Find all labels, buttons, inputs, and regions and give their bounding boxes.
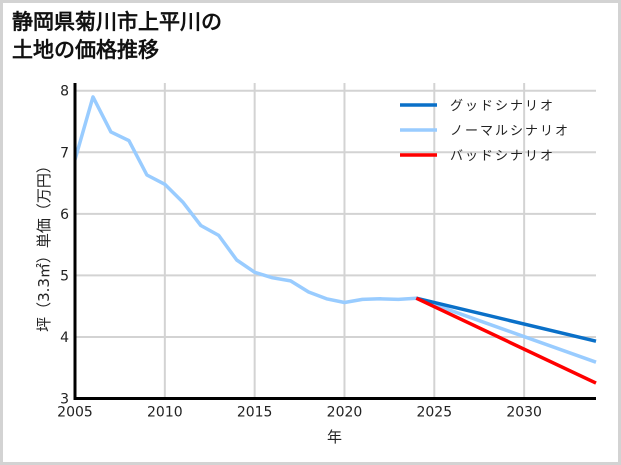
- y-tick-label: 8: [60, 84, 69, 100]
- x-tick-label: 2015: [237, 405, 273, 421]
- series-lines: [73, 95, 597, 385]
- y-axis-label: 坪（3.3㎡）単価（万円）: [35, 158, 53, 332]
- series-line-normal: [73, 95, 597, 364]
- x-axis-label: 年: [327, 428, 342, 446]
- y-tick-label: 7: [60, 145, 69, 161]
- chart-title-line2: 土地の価格推移: [12, 38, 159, 62]
- chart-title: 静岡県菊川市上平川の 土地の価格推移: [12, 8, 222, 64]
- x-tick-label: 2010: [147, 405, 183, 421]
- x-tick-label: 2020: [327, 405, 363, 421]
- chart-title-line1: 静岡県菊川市上平川の: [12, 10, 222, 34]
- axes: [73, 83, 596, 400]
- series-line-bad: [415, 296, 597, 385]
- y-tick-label: 4: [60, 330, 69, 346]
- x-tick-label: 2025: [416, 405, 452, 421]
- legend-label-normal: ノーマルシナリオ: [450, 124, 570, 139]
- x-tick-label: 2005: [57, 405, 93, 421]
- legend-label-bad: バッドシナリオ: [450, 149, 555, 164]
- y-tick-label: 3: [60, 392, 69, 408]
- y-tick-label: 6: [60, 207, 69, 223]
- series-line-good: [415, 296, 597, 343]
- legend-label-good: グッドシナリオ: [450, 99, 555, 114]
- x-tick-label: 2030: [506, 405, 542, 421]
- y-tick-label: 5: [60, 268, 69, 284]
- tick-labels: 2005 2010 2015 2020 2025 2030 3 4 5 6 7 8: [57, 84, 542, 421]
